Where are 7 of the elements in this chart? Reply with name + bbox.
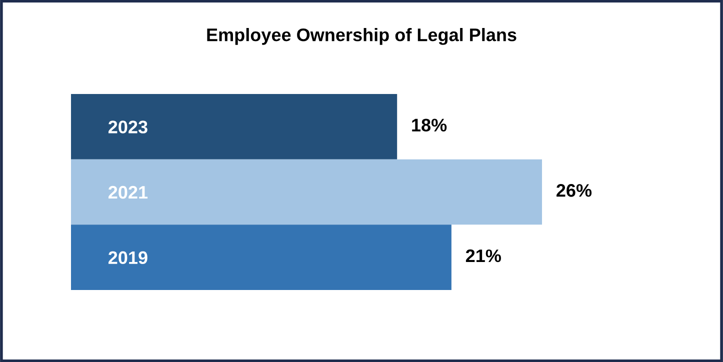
y-tick-label: 2019: [108, 251, 148, 264]
data-label: 21%: [466, 249, 501, 262]
data-label: 18%: [412, 118, 447, 132]
y-tick-label: 2021: [108, 186, 148, 199]
y-tick-label: 2023: [108, 120, 148, 134]
data-label: 26%: [556, 184, 592, 197]
chart-title: Employee Ownership of Legal Plans: [207, 28, 516, 45]
